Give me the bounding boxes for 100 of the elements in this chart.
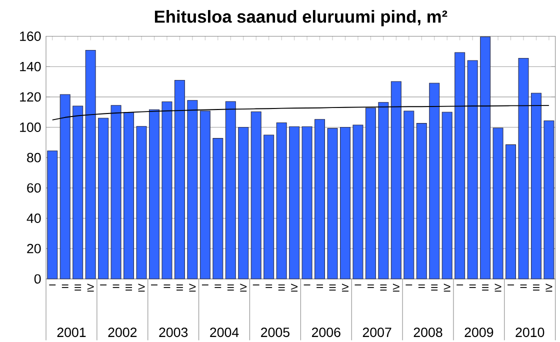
bar	[124, 112, 134, 280]
x-tick-label: IV	[392, 284, 400, 292]
x-tick-label: I	[151, 284, 158, 286]
y-tick-label: 120	[20, 92, 41, 102]
text: 2003	[159, 328, 188, 338]
bar	[429, 82, 440, 280]
bar	[187, 100, 198, 280]
x-tick-label: IV	[87, 284, 94, 292]
x-tick-label: III	[74, 284, 82, 291]
bar	[404, 110, 414, 280]
y-tick-label: 80	[27, 152, 41, 162]
bar	[47, 150, 58, 280]
bar	[340, 126, 350, 280]
x-tick-label: II	[62, 284, 68, 288]
x-tick-label: IV	[444, 284, 450, 292]
x-tick-label: III	[126, 284, 132, 291]
x-tick-label: II	[266, 284, 272, 288]
bar	[518, 58, 529, 280]
x-tick-label: I	[252, 284, 260, 286]
bar	[60, 94, 70, 280]
x-tick-label: II	[367, 284, 374, 288]
y-tick-label: 100	[20, 122, 41, 132]
text: 2005	[261, 328, 290, 338]
bar	[416, 123, 427, 280]
x-tick-label: IV	[138, 284, 145, 292]
x-tick-label: II	[112, 284, 120, 288]
text: 2009	[464, 328, 494, 338]
bar	[72, 106, 84, 280]
x-tick-label: III	[380, 284, 387, 291]
x-tick-label: II	[316, 284, 323, 288]
bar	[378, 102, 389, 280]
bar	[225, 101, 236, 280]
x-tick-label: IV	[494, 284, 502, 292]
x-tick-label: III	[482, 284, 489, 291]
bar	[238, 126, 249, 280]
y-tick-label: 0	[34, 274, 41, 284]
y-tick-label: 160	[20, 32, 41, 41]
bar	[327, 128, 338, 280]
bar	[212, 138, 224, 280]
text: 2010	[516, 328, 544, 338]
x-tick-label: I	[406, 284, 412, 286]
bar	[174, 80, 185, 280]
x-tick-label: III	[176, 284, 183, 291]
x-tick-label: III	[278, 284, 285, 291]
x-tick-label: IV	[342, 284, 348, 292]
text: 2007	[362, 328, 392, 338]
bar	[110, 105, 122, 280]
bar	[390, 81, 402, 280]
bar	[530, 92, 542, 280]
bar	[85, 50, 96, 280]
x-tick-label: III	[227, 284, 234, 291]
x-tick-label: IV	[291, 284, 298, 292]
x-tick-label: I	[354, 284, 362, 286]
text: 2001	[57, 328, 86, 338]
bar	[136, 126, 147, 280]
bar	[289, 126, 300, 280]
bar	[162, 102, 172, 280]
x-tick-label: I	[100, 284, 107, 286]
bar	[314, 119, 326, 280]
bar	[250, 112, 262, 280]
x-tick-label: II	[214, 284, 222, 288]
y-tick-label: 40	[26, 214, 41, 223]
bar	[492, 128, 504, 280]
text: 2008	[414, 328, 442, 338]
x-tick-label: III	[431, 284, 438, 291]
bar	[264, 134, 274, 280]
text: 2002	[108, 328, 137, 338]
text: 2006	[312, 328, 340, 338]
y-tick-label: 60	[27, 183, 41, 193]
x-tick-label: II	[469, 284, 476, 288]
x-tick-label: I	[202, 284, 208, 286]
bar	[149, 109, 160, 280]
x-tick-label: III	[533, 284, 540, 291]
y-tick-label: 140	[20, 62, 41, 72]
bar	[276, 122, 287, 280]
bar	[467, 60, 478, 280]
bar	[442, 112, 452, 280]
x-tick-label: IV	[189, 284, 196, 292]
bar	[365, 108, 376, 280]
x-tick-label: IV	[546, 284, 552, 292]
x-tick-label: I	[304, 284, 310, 286]
x-tick-label: IV	[240, 284, 247, 292]
x-tick-label: I	[508, 284, 514, 286]
bar	[544, 120, 554, 280]
x-tick-label: II	[418, 284, 425, 288]
text: 2004	[210, 328, 239, 338]
bar	[302, 126, 312, 280]
bar	[200, 110, 210, 280]
bar	[454, 52, 466, 280]
x-tick-label: II	[164, 284, 170, 288]
bar	[98, 118, 109, 280]
x-tick-label: I	[456, 284, 464, 286]
x-tick-label: III	[329, 284, 336, 291]
y-tick-label: 20	[27, 244, 41, 254]
bar	[506, 144, 516, 280]
chart-title: Ehitusloa saanud eluruumi pind, m²	[154, 10, 448, 26]
x-tick-label: II	[520, 284, 527, 288]
bar	[352, 124, 364, 280]
bar	[480, 36, 491, 280]
x-tick-label: I	[49, 284, 56, 286]
